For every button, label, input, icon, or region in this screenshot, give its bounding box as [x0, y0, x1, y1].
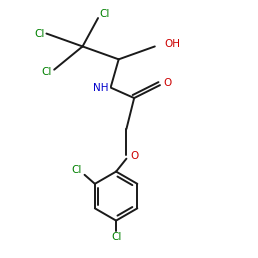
Text: NH: NH [93, 83, 108, 93]
Text: Cl: Cl [111, 232, 121, 242]
Text: Cl: Cl [72, 165, 82, 175]
Text: Cl: Cl [34, 29, 44, 38]
Text: O: O [164, 78, 172, 88]
Text: O: O [130, 151, 138, 161]
Text: Cl: Cl [99, 9, 110, 19]
Text: OH: OH [165, 39, 181, 49]
Text: Cl: Cl [42, 67, 52, 77]
